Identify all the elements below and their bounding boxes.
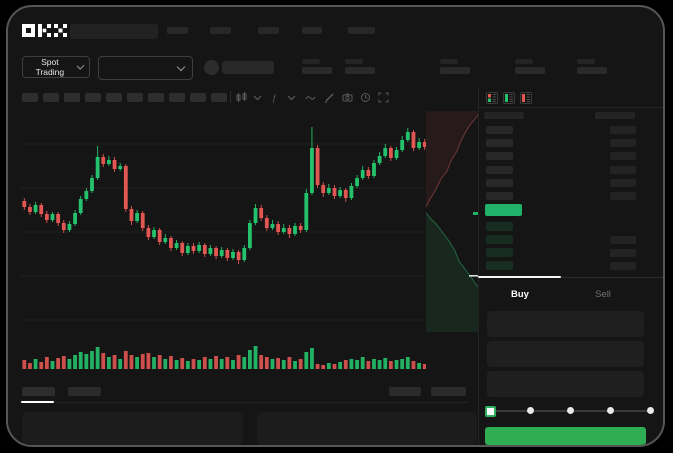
timeframe-button[interactable] xyxy=(127,93,143,102)
slider-stop[interactable] xyxy=(527,407,534,414)
fullscreen-icon[interactable] xyxy=(378,92,389,103)
pair-selector[interactable] xyxy=(98,56,193,80)
chevron-down-icon[interactable] xyxy=(286,92,297,103)
stat-label xyxy=(440,59,458,64)
orderbook-divider xyxy=(478,107,663,108)
candlestick-chart[interactable] xyxy=(20,111,426,332)
ask-amount xyxy=(610,139,636,147)
bottom-action[interactable] xyxy=(389,387,421,396)
pair-avatar xyxy=(204,60,219,75)
book-all-icon[interactable] xyxy=(486,92,498,104)
trade-tabs-divider xyxy=(478,277,663,278)
orders-panel xyxy=(22,412,243,445)
stat-value xyxy=(345,67,375,74)
bottom-tab-active[interactable] xyxy=(22,387,55,396)
nav-item[interactable] xyxy=(302,27,322,34)
draw-tool-icon[interactable] xyxy=(324,92,335,103)
bottom-tab-underline xyxy=(21,401,54,403)
ask-amount xyxy=(610,126,636,134)
chevron-down-icon[interactable] xyxy=(252,92,263,103)
ask-price[interactable] xyxy=(486,139,513,147)
slider-stop[interactable] xyxy=(607,407,614,414)
slider-stop[interactable] xyxy=(647,407,654,414)
line-tool-icon[interactable] xyxy=(305,92,316,103)
svg-text:ƒ: ƒ xyxy=(272,93,277,103)
nav-item[interactable] xyxy=(258,27,279,34)
orderbook-header-amount xyxy=(595,112,635,119)
market-type-selector[interactable]: Spot Trading xyxy=(22,56,90,78)
volume-chart xyxy=(22,346,426,369)
bid-price[interactable] xyxy=(486,248,513,257)
tab-sell[interactable]: Sell xyxy=(595,288,611,300)
chevron-down-icon xyxy=(176,62,186,72)
bottom-tab-divider xyxy=(21,402,468,403)
bid-amount xyxy=(610,249,636,257)
ask-amount xyxy=(610,179,636,187)
stat-label xyxy=(345,59,363,64)
orderbook-header-price xyxy=(484,112,524,119)
bid-amount xyxy=(610,262,636,270)
submit-buy-button[interactable] xyxy=(485,427,646,445)
chevron-down-icon xyxy=(76,61,85,71)
timeframe-button[interactable] xyxy=(169,93,185,102)
stat-value xyxy=(440,67,470,74)
settings-icon[interactable] xyxy=(360,92,371,103)
stat-label xyxy=(515,59,533,64)
stat-value xyxy=(577,67,607,74)
ask-price[interactable] xyxy=(486,166,513,174)
search-bar[interactable] xyxy=(70,24,158,39)
book-bids-icon[interactable] xyxy=(503,92,515,104)
timeframe-button[interactable] xyxy=(85,93,101,102)
market-type-label: Spot Trading xyxy=(35,57,65,77)
bid-amount xyxy=(610,236,636,244)
bottom-tab[interactable] xyxy=(68,387,101,396)
trade-input[interactable] xyxy=(487,341,644,367)
bottom-action[interactable] xyxy=(431,387,466,396)
pair-name-placeholder xyxy=(222,61,274,74)
timeframe-button[interactable] xyxy=(106,93,122,102)
book-asks-icon[interactable] xyxy=(520,92,532,104)
trade-input[interactable] xyxy=(487,311,644,337)
ask-price[interactable] xyxy=(486,192,513,200)
timeframe-button[interactable] xyxy=(190,93,206,102)
ask-price[interactable] xyxy=(486,179,513,187)
camera-icon[interactable] xyxy=(342,92,353,103)
timeframe-button[interactable] xyxy=(64,93,80,102)
stat-value xyxy=(515,67,545,74)
okx-logo xyxy=(22,24,67,37)
last-price[interactable] xyxy=(485,204,522,216)
bid-price[interactable] xyxy=(486,261,513,270)
timeframe-button[interactable] xyxy=(148,93,164,102)
timeframe-button[interactable] xyxy=(43,93,59,102)
timeframe-button[interactable] xyxy=(22,93,38,102)
ask-amount xyxy=(610,192,636,200)
trade-input[interactable] xyxy=(487,371,644,397)
stat-label xyxy=(302,59,320,64)
stat-label xyxy=(577,59,595,64)
ask-price[interactable] xyxy=(486,152,513,160)
depth-chart xyxy=(426,111,478,332)
ask-amount xyxy=(610,166,636,174)
app-window: Spot Trading Buy Sell ƒ xyxy=(6,5,665,447)
indicators-icon[interactable]: ƒ xyxy=(270,92,281,103)
slider-handle[interactable] xyxy=(485,406,496,417)
buy-tab-underline xyxy=(478,276,561,278)
nav-item[interactable] xyxy=(210,27,231,34)
panel-divider xyxy=(478,87,479,445)
bid-price[interactable] xyxy=(486,235,513,244)
candlestick-style-icon[interactable] xyxy=(236,92,247,103)
nav-item[interactable] xyxy=(167,27,188,34)
toolbar-divider xyxy=(230,91,231,103)
ask-price[interactable] xyxy=(486,126,513,134)
nav-item[interactable] xyxy=(348,27,375,34)
stat-value xyxy=(302,67,332,74)
tab-buy[interactable]: Buy xyxy=(511,288,529,300)
timeframe-button[interactable] xyxy=(211,93,227,102)
ask-amount xyxy=(610,152,636,160)
slider-stop[interactable] xyxy=(567,407,574,414)
history-panel xyxy=(257,412,477,445)
bid-price[interactable] xyxy=(486,222,513,231)
